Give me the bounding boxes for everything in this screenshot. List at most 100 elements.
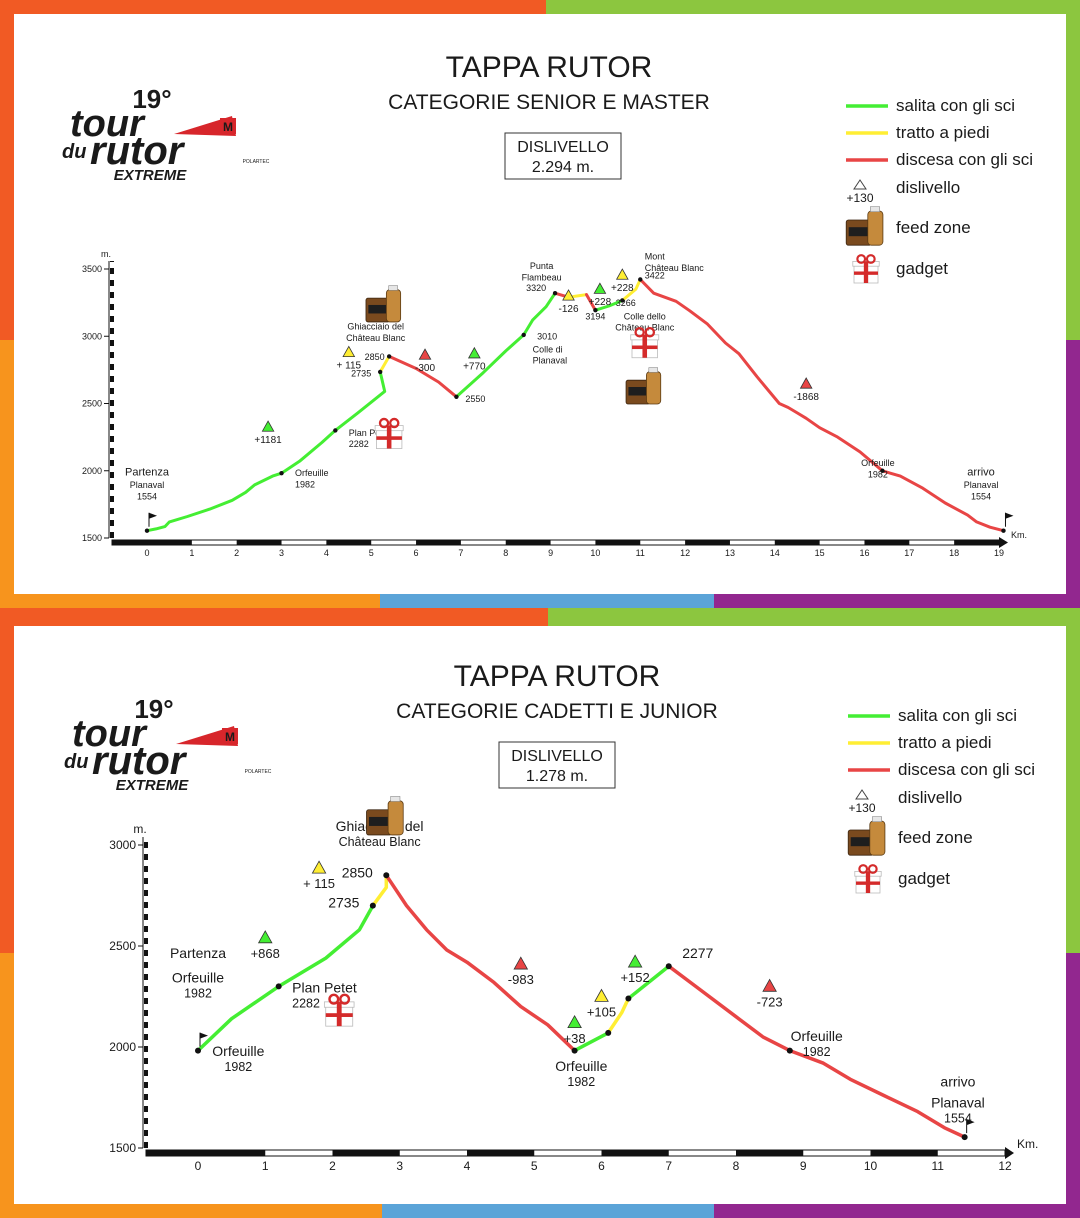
x-tick-label: 18 [949,548,959,558]
flag-icon [966,1119,975,1134]
y-tick-label: 2000 [82,466,102,476]
profile-segment-ski-up [572,1031,610,1053]
profile-segment-ski-up [626,964,671,1001]
gadget-ribbon-h [631,345,658,350]
feed-bar-label [369,816,390,826]
x-tick-label: 9 [800,1159,807,1173]
waypoint-label: Orfeuille [791,1028,843,1044]
waypoint [593,307,598,313]
waypoint-label: Planaval [964,480,999,490]
waypoint-label: Flambeau [522,272,562,282]
frame-stripe [0,608,548,626]
x-tick-label: 12 [998,1159,1012,1173]
waypoint-label: Colle dello [624,311,666,321]
dislivello-marker-label: +38 [564,1031,586,1046]
waypoint [1001,528,1006,533]
profile-segment-walk [371,873,389,908]
waypoint-label: 2282 [349,439,369,449]
x-axis-block [864,540,910,545]
waypoint [638,277,643,282]
dislivello-marker-label: +868 [251,946,280,961]
waypoint-label: 1982 [567,1075,595,1089]
waypoint-label: Ghiacciaio del [347,322,404,332]
x-axis-block [326,540,372,545]
frame-stripe [1066,953,1080,1218]
waypoint-label: 1982 [868,469,888,479]
feed-zone-icon [625,367,662,405]
dislivello-up-triangle-icon [593,282,607,294]
profile-segment-walk [620,278,642,302]
frame-stripe [714,594,1080,608]
x-tick-label: 11 [932,1159,945,1173]
y-tick-label: 1500 [109,1141,136,1155]
waypoint-label: Partenza [170,945,226,961]
x-axis-block [467,1150,535,1156]
logo-word-extreme: EXTREME [114,167,188,184]
logo-word-rutor: rutor [90,129,186,173]
x-axis-unit: Km. [1011,530,1027,540]
waypoint-label: 3194 [585,311,605,321]
y-tick-label: 3000 [82,331,102,341]
feed-bar-label [368,304,388,314]
x-tick-label: 3 [396,1159,403,1173]
waypoint-label: Château Blanc [339,835,421,849]
profile-segment-walk [606,996,631,1035]
x-tick-label: 14 [770,548,780,558]
dislivello-marker-label: +105 [587,1005,616,1020]
dislivello-marker-label: + 115 [337,360,362,371]
feed-bar-label [850,837,871,847]
legend-dislivello-sample: +130 [848,801,875,815]
legend-dislivello-sample: +130 [846,191,873,205]
dislivello-walk-triangle-icon [594,988,609,1002]
feed-bottle-cap [390,796,401,802]
waypoint-label: Colle di [533,344,563,354]
x-axis-arrow-icon [999,537,1008,548]
logo-word-rutor: rutor [92,739,188,783]
dislivello-value: 2.294 m. [532,159,594,176]
frame-stripe [1066,0,1080,340]
x-tick-label: 5 [369,548,374,558]
x-tick-label: 9 [548,548,553,558]
x-tick-label: 10 [590,548,600,558]
frame-stripe [0,0,14,340]
dislivello-label: DISLIVELLO [517,139,609,156]
gadget-bow-right [339,993,351,1005]
waypoint-label: Planaval [931,1095,985,1111]
frame-stripe [1066,608,1080,953]
dislivello-up-triangle-icon [627,954,643,968]
feed-zone-icon [845,206,884,246]
waypoint-label: 2735 [351,369,371,379]
dislivello-marker-label: -1868 [793,392,819,403]
gadget-ribbon-h [856,881,880,885]
dislivello-label: DISLIVELLO [511,748,603,765]
dislivello-marker-label: +1181 [254,435,282,446]
gadget-ribbon-h [854,271,878,275]
feed-bar-label [628,387,648,396]
x-tick-label: 13 [725,548,735,558]
gadget-ribbon-h [376,436,402,440]
waypoint [454,394,459,399]
frame-stripe [0,608,14,953]
frame-stripe [0,594,380,608]
waypoint-label: 2277 [682,945,713,961]
dislivello-up-triangle-icon [567,1014,582,1029]
logo-edition: 19° [132,84,171,114]
profile-segment-walk [378,354,391,374]
y-tick-label: 2000 [109,1040,136,1054]
frame-stripe [380,594,714,608]
dislivello-box [504,132,622,180]
x-axis-unit: Km. [1017,1137,1038,1151]
feed-bottle-cap [872,816,882,822]
dislivello-up-triangle-icon [257,930,273,944]
flag-icon [1004,512,1014,527]
legend-item-gadget: gadget [852,254,948,284]
logo-word-du: du [64,751,88,773]
gadget-bow-left [856,254,867,264]
dislivello-up-triangle-icon [467,346,481,359]
waypoint [144,528,150,533]
waypoint-label: Orfeuille [861,458,895,468]
y-tick-label: 3000 [109,838,136,852]
legend-label: dislivello [896,178,960,197]
